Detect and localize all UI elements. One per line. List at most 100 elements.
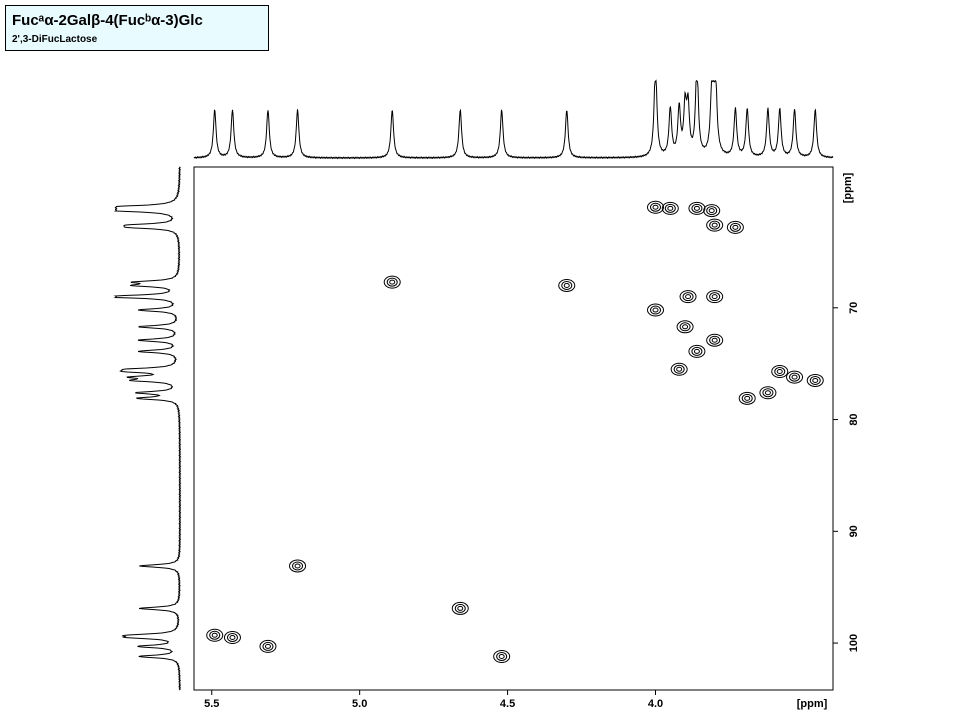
chart-title: Fucᵃα-2Galβ-4(Fucᵇα-3)Glc (12, 12, 203, 29)
contour-line (451, 601, 469, 615)
contour-line (688, 201, 706, 215)
contour-line (732, 224, 739, 230)
projection-1h (193, 79, 834, 160)
contour-line (682, 292, 694, 302)
contour-line (679, 322, 691, 332)
x-axis-label: [ppm] (797, 698, 828, 710)
contour-line (259, 639, 277, 653)
contour-line (809, 375, 821, 385)
contour-line (209, 630, 221, 640)
contour-line (709, 335, 721, 345)
contour-line (762, 388, 774, 398)
contour-line (650, 305, 661, 315)
contour-peak (383, 275, 401, 289)
contour-line (561, 280, 573, 290)
contour-line (457, 605, 464, 611)
contour-line (812, 377, 819, 383)
contour-line (691, 346, 703, 356)
y-tick-label: 100 (848, 634, 860, 652)
x-tick-label: 5.0 (352, 698, 367, 710)
projection-13c (113, 166, 182, 691)
contour-line (703, 204, 721, 218)
y-tick-label: 90 (848, 525, 860, 537)
contour-line (292, 561, 304, 571)
y-tick-label: 80 (848, 413, 860, 425)
contour-peak (759, 386, 777, 400)
contour-peak (706, 218, 724, 232)
contour-line (386, 277, 398, 287)
contour-line (211, 632, 218, 638)
contour-line (738, 391, 756, 405)
y-axis-label: [ppm] (842, 172, 854, 203)
contour-line (289, 559, 307, 573)
contour-line (676, 366, 683, 372)
contour-line (652, 204, 659, 210)
contour-peak (493, 649, 511, 663)
contour-line (223, 630, 241, 644)
contour-line (741, 393, 753, 403)
contour-line (764, 390, 771, 396)
contour-line (647, 303, 664, 317)
contour-peak (647, 200, 664, 214)
contour-peak (451, 601, 469, 615)
contour-line (786, 370, 804, 384)
contour-line (389, 279, 396, 285)
title-box (5, 5, 269, 51)
x-tick-label: 4.5 (500, 698, 515, 710)
contour-line (667, 205, 674, 211)
contour-line (711, 294, 718, 300)
contour-line (661, 201, 679, 215)
contour-line (706, 206, 718, 216)
contour-line (774, 367, 786, 377)
contour-line (676, 320, 694, 334)
chart-subtitle: 2',3-DiFucLactose (12, 34, 98, 45)
contour-peak (223, 630, 241, 644)
contour-line (226, 632, 238, 642)
contour-line (682, 324, 689, 330)
contour-peak (786, 370, 804, 384)
contour-line (647, 200, 664, 214)
contour-peak (206, 628, 224, 642)
contour-peak (688, 344, 706, 358)
contour-line (711, 222, 718, 228)
contour-peak (706, 333, 724, 347)
x-tick-label: 5.5 (204, 698, 219, 710)
contour-line (679, 290, 697, 304)
contour-line (688, 344, 706, 358)
contour-line (708, 208, 715, 214)
contour-line (454, 603, 466, 613)
contour-peak (558, 278, 576, 292)
contour-line (264, 643, 271, 649)
contour-line (706, 333, 724, 347)
contour-line (563, 282, 570, 288)
contour-peak (679, 290, 697, 304)
contour-line (806, 373, 824, 387)
contour-line (771, 365, 789, 379)
contour-peak (771, 365, 789, 379)
contour-line (711, 337, 718, 343)
contour-peak (738, 391, 756, 405)
contour-line (744, 395, 751, 401)
contour-line (709, 292, 721, 302)
contour-line (664, 203, 676, 213)
contour-line (726, 220, 744, 234)
y-tick-label: 70 (848, 302, 860, 314)
contour-line (650, 202, 661, 212)
contour-line (206, 628, 224, 642)
contour-peak (670, 362, 688, 376)
contour-line (493, 649, 511, 663)
contour-line (759, 386, 777, 400)
contour-line (791, 374, 798, 380)
plot-frame (193, 166, 834, 691)
contour-peak (676, 320, 694, 334)
contour-line (789, 372, 801, 382)
contour-line (691, 203, 703, 213)
contour-peak (259, 639, 277, 653)
contour-line (706, 290, 724, 304)
contour-line (229, 634, 236, 640)
contour-line (670, 362, 688, 376)
contour-peak (706, 290, 724, 304)
contour-peak (289, 559, 307, 573)
contour-line (706, 218, 724, 232)
